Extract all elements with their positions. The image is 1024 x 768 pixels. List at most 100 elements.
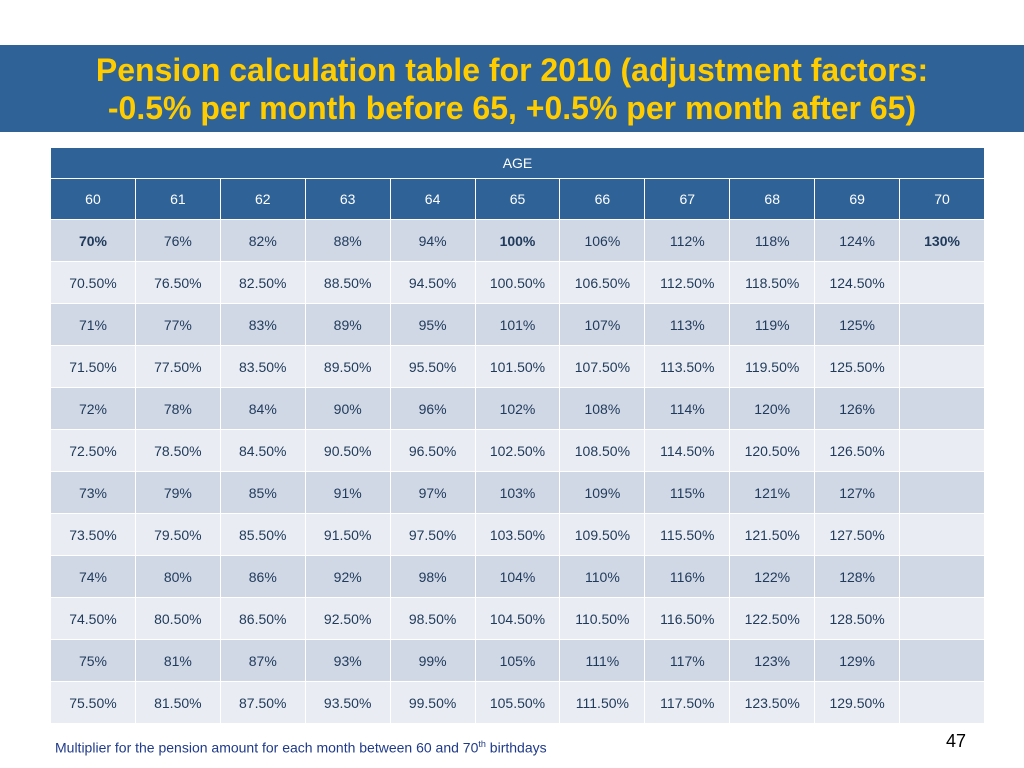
table-cell: 82% [219,219,306,262]
table-cell: 116% [644,555,731,598]
age-header-cell: 62 [219,178,306,220]
table-cell: 96.50% [389,429,476,472]
table-cell: 106.50% [559,261,646,304]
age-header-cell: 69 [814,178,901,220]
table-cell: 111% [559,639,646,682]
table-cell: 121% [729,471,816,514]
table-cell: 76.50% [134,261,221,304]
table-cell: 76% [134,219,221,262]
table-cell: 129% [814,639,901,682]
table-cell: 77% [134,303,221,346]
table-cell: 85% [219,471,306,514]
table-cell: 70% [50,219,136,262]
table-cell: 87% [219,639,306,682]
table-cell [899,303,985,346]
table-cell: 115% [644,471,731,514]
table-cell: 85.50% [219,513,306,556]
table-cell: 101% [474,303,561,346]
age-header-cell: 67 [644,178,731,220]
table-cell: 83% [219,303,306,346]
table-row: 72.50% 78.50% 84.50% 90.50% 96.50% 102.50% 108… [50,429,985,472]
age-header-cell: 60 [50,178,136,220]
table-cell: 79.50% [134,513,221,556]
table-cell: 88.50% [304,261,391,304]
table-cell [899,471,985,514]
table-cell: 92% [304,555,391,598]
table-cell: 86% [219,555,306,598]
table-cell: 105.50% [474,681,561,724]
table-cell [899,345,985,388]
age-header-cell: 70 [899,178,985,220]
table-cell: 104% [474,555,561,598]
table-cell: 84% [219,387,306,430]
table-cell: 97% [389,471,476,514]
footnote-text-end: birthdays [485,739,547,756]
table-cell: 78% [134,387,221,430]
table-cell: 71% [50,303,136,346]
table-cell: 87.50% [219,681,306,724]
table-cell: 74% [50,555,136,598]
table-row: 73.50% 79.50% 85.50% 91.50% 97.50% 103.50% 109… [50,513,985,556]
table-cell: 108.50% [559,429,646,472]
table-cell: 95% [389,303,476,346]
table-cell: 112.50% [644,261,731,304]
table-cell: 115.50% [644,513,731,556]
table-cell: 70.50% [50,261,136,304]
age-header-cell: 64 [389,178,476,220]
table-cell: 122% [729,555,816,598]
table-cell: 75% [50,639,136,682]
age-header-cell: 66 [559,178,646,220]
table-cell: 100.50% [474,261,561,304]
table-cell: 95.50% [389,345,476,388]
table-cell: 98.50% [389,597,476,640]
table-cell: 75.50% [50,681,136,724]
table-cell [899,387,985,430]
table-cell: 107% [559,303,646,346]
table-cell: 109.50% [559,513,646,556]
footnote-superscript: th [478,739,486,749]
table-cell: 118% [729,219,816,262]
table-cell: 101.50% [474,345,561,388]
table-row: 74% 80% 86% 92% 98% 104% 110% 116% 122% 128% [50,555,985,598]
table-cell: 128% [814,555,901,598]
table-row: 70.50% 76.50% 82.50% 88.50% 94.50% 100.50% 106… [50,261,985,304]
table-cell: 93% [304,639,391,682]
table-cell: 106% [559,219,646,262]
table-row: 73% 79% 85% 91% 97% 103% 109% 115% 121% 127% [50,471,985,514]
table-cell: 126.50% [814,429,901,472]
table-cell: 130% [899,219,985,262]
table-body: 60 61 62 63 64 65 66 67 68 69 70 70% 76% 82% 88% 94% 10… [50,178,985,724]
table-cell: 90% [304,387,391,430]
table-cell: 125% [814,303,901,346]
table-cell: 91% [304,471,391,514]
table-cell: 117.50% [644,681,731,724]
table-cell: 77.50% [134,345,221,388]
table-cell: 80.50% [134,597,221,640]
table-cell [899,261,985,304]
age-header-cell: 61 [134,178,221,220]
table-cell: 116.50% [644,597,731,640]
table-cell: 78.50% [134,429,221,472]
age-header-cell: 63 [304,178,391,220]
title-line-1: Pension calculation table for 2010 (adju… [95,51,929,88]
table-cell [899,429,985,472]
table-cell: 98% [389,555,476,598]
table-row: 75.50% 81.50% 87.50% 93.50% 99.50% 105.50% 111… [50,681,985,724]
title-line-2: -0.5% per month before 65, +0.5% per mon… [107,89,917,126]
table-cell: 73.50% [50,513,136,556]
table-cell: 119.50% [729,345,816,388]
pension-table: AGE 60 61 62 63 64 65 66 67 68 69 70 70% 76% 82% 88% 9… [50,147,985,724]
table-cell [899,639,985,682]
table-row: 71.50% 77.50% 83.50% 89.50% 95.50% 101.50% 107… [50,345,985,388]
table-cell: 122.50% [729,597,816,640]
footnote-text: Multiplier for the pension amount for ea… [55,739,479,756]
table-cell: 109% [559,471,646,514]
table-cell: 83.50% [219,345,306,388]
table-cell: 82.50% [219,261,306,304]
table-cell: 111.50% [559,681,646,724]
table-cell: 99% [389,639,476,682]
table-cell: 108% [559,387,646,430]
table-cell: 126% [814,387,901,430]
table-cell: 100% [474,219,561,262]
table-cell: 110% [559,555,646,598]
